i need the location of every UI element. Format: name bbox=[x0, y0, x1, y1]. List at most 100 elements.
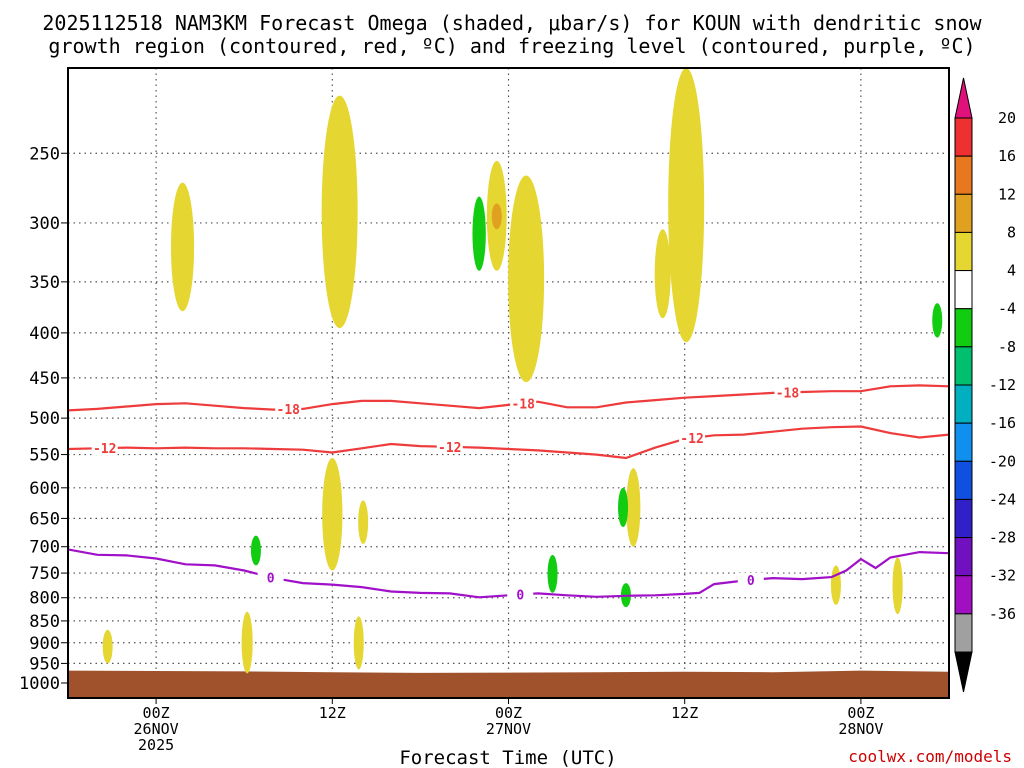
colorbar-label-5: -4 bbox=[998, 300, 1016, 318]
credit-text[interactable]: coolwx.com/models bbox=[848, 747, 1012, 766]
y-axis-ticks: 2503003504004505005506006507007508008509… bbox=[19, 144, 68, 694]
omega-shading bbox=[102, 68, 943, 674]
x-tick-label-30-2: 27NOV bbox=[486, 720, 531, 738]
colorbar-label-4: 4 bbox=[1007, 262, 1016, 280]
colorbar-band-9 bbox=[954, 460, 973, 500]
y-tick-label-600: 600 bbox=[29, 479, 60, 499]
y-tick-label-250: 250 bbox=[29, 144, 60, 164]
colorbar-label-0: 20 bbox=[998, 109, 1016, 127]
y-tick-label-900: 900 bbox=[29, 634, 60, 654]
contour-minus-12 bbox=[67, 425, 950, 460]
y-tick-label-550: 550 bbox=[29, 446, 60, 466]
omega-minus-5 bbox=[932, 303, 943, 338]
omega-plus-5 bbox=[654, 229, 671, 319]
contour-label-bg bbox=[257, 570, 284, 585]
colorbar-band-1 bbox=[954, 155, 973, 195]
colorbar-label-3: 8 bbox=[1007, 223, 1016, 241]
contour-label-minus-12-1: -12 bbox=[438, 441, 461, 456]
omega-minus-3 bbox=[547, 554, 558, 593]
contour-label-bg bbox=[91, 441, 118, 456]
colorbar-band-7 bbox=[954, 384, 973, 424]
colorbar-label-1: 16 bbox=[998, 147, 1016, 165]
colorbar-label-7: -12 bbox=[989, 376, 1016, 394]
x-tick-label-42-1: 12Z bbox=[671, 704, 698, 722]
contour-freezing-0 bbox=[67, 548, 950, 599]
y-tick-label-500: 500 bbox=[29, 409, 60, 429]
omega-plus-7 bbox=[322, 458, 343, 571]
colorbar-band-5 bbox=[954, 308, 973, 348]
omega-plus-3-core bbox=[491, 203, 502, 230]
contour-label-minus-18-0: -18 bbox=[277, 403, 301, 418]
contour-label-bg bbox=[737, 573, 764, 588]
contour-label-minus-18-1: -18 bbox=[511, 397, 535, 412]
y-tick-label-750: 750 bbox=[29, 564, 60, 584]
omega-plus-1 bbox=[170, 182, 195, 312]
colorbar-band-13 bbox=[954, 613, 973, 653]
x-tick-label-54-1: 00Z bbox=[847, 704, 874, 722]
omega-plus-13 bbox=[892, 557, 903, 615]
colorbar-band-10 bbox=[954, 498, 973, 539]
colorbar-band-12 bbox=[954, 575, 973, 615]
colorbar-label-11: -28 bbox=[989, 529, 1016, 547]
omega-plus-9 bbox=[626, 468, 641, 547]
contour-label-minus-12-0: -12 bbox=[93, 442, 116, 457]
contour-label-bg bbox=[275, 402, 302, 417]
colorbar-label-9: -20 bbox=[989, 452, 1016, 470]
ground-surface bbox=[68, 670, 949, 698]
contour-label-freezing-0-1: 0 bbox=[516, 589, 524, 604]
y-tick-label-350: 350 bbox=[29, 273, 60, 293]
omega-minus-2 bbox=[472, 196, 486, 271]
y-tick-label-300: 300 bbox=[29, 214, 60, 234]
x-axis-label: Forecast Time (UTC) bbox=[399, 747, 616, 768]
colorbar-label-10: -24 bbox=[989, 490, 1016, 508]
colorbar-label-6: -8 bbox=[998, 338, 1016, 356]
x-tick-label-6-1: 00Z bbox=[143, 704, 170, 722]
omega-plus-12 bbox=[353, 616, 364, 670]
colorbar-band-8 bbox=[954, 422, 973, 462]
contour-label-freezing-0-0: 0 bbox=[267, 571, 275, 586]
colorbar-band-2 bbox=[954, 193, 973, 233]
colorbar-band-4 bbox=[954, 270, 973, 310]
contour-label-bg bbox=[679, 431, 706, 446]
colorbar-label-2: 12 bbox=[998, 185, 1016, 203]
contour-label-minus-12-2: -12 bbox=[680, 432, 703, 447]
chart-title-line-2: growth region (contoured, red, ºC) and f… bbox=[48, 34, 975, 58]
contour-label-bg bbox=[510, 396, 537, 411]
contour-label-minus-18-2: -18 bbox=[776, 386, 800, 401]
y-tick-label-650: 650 bbox=[29, 509, 60, 529]
x-tick-label-6-3: 2025 bbox=[138, 736, 174, 754]
y-tick-label-450: 450 bbox=[29, 369, 60, 389]
x-tick-label-18-1: 12Z bbox=[319, 704, 346, 722]
contour-minus-18 bbox=[67, 384, 950, 412]
x-tick-label-6-2: 26NOV bbox=[134, 720, 179, 738]
y-tick-label-1000: 1000 bbox=[19, 674, 60, 694]
colorbar-top-arrow bbox=[954, 77, 973, 119]
colorbar-band-0 bbox=[954, 117, 973, 157]
omega-plus-2 bbox=[321, 95, 358, 329]
colorbar-band-6 bbox=[954, 346, 973, 386]
ground-layer bbox=[68, 670, 949, 698]
omega-plus-8 bbox=[358, 500, 369, 544]
x-tick-label-54-2: 28NOV bbox=[838, 720, 883, 738]
colorbar-bottom-arrow bbox=[954, 651, 973, 693]
colorbar-band-11 bbox=[954, 537, 973, 577]
colorbar: 20 16 12 8 4 -4 -8 -12 -16 -20 -24 -28 -32 -36 bbox=[954, 77, 1016, 693]
contour-label-bg bbox=[507, 587, 534, 602]
omega-plus-10 bbox=[241, 611, 253, 674]
colorbar-label-13: -36 bbox=[989, 605, 1016, 623]
y-tick-label-700: 700 bbox=[29, 538, 60, 558]
colorbar-band-3 bbox=[954, 231, 973, 272]
x-tick-label-30-1: 00Z bbox=[495, 704, 522, 722]
chart-title-line-1: 2025112518 NAM3KM Forecast Omega (shaded… bbox=[42, 11, 982, 35]
grid-lines bbox=[68, 68, 949, 698]
contour-label-freezing-0-2: 0 bbox=[747, 574, 755, 589]
omega-plus-11 bbox=[102, 629, 113, 664]
colorbar-label-8: -16 bbox=[989, 414, 1016, 432]
omega-plus-6 bbox=[668, 68, 705, 343]
y-tick-label-950: 950 bbox=[29, 654, 60, 674]
y-tick-label-850: 850 bbox=[29, 612, 60, 632]
omega-plus-4 bbox=[508, 175, 545, 383]
contour-label-bg bbox=[774, 385, 801, 400]
